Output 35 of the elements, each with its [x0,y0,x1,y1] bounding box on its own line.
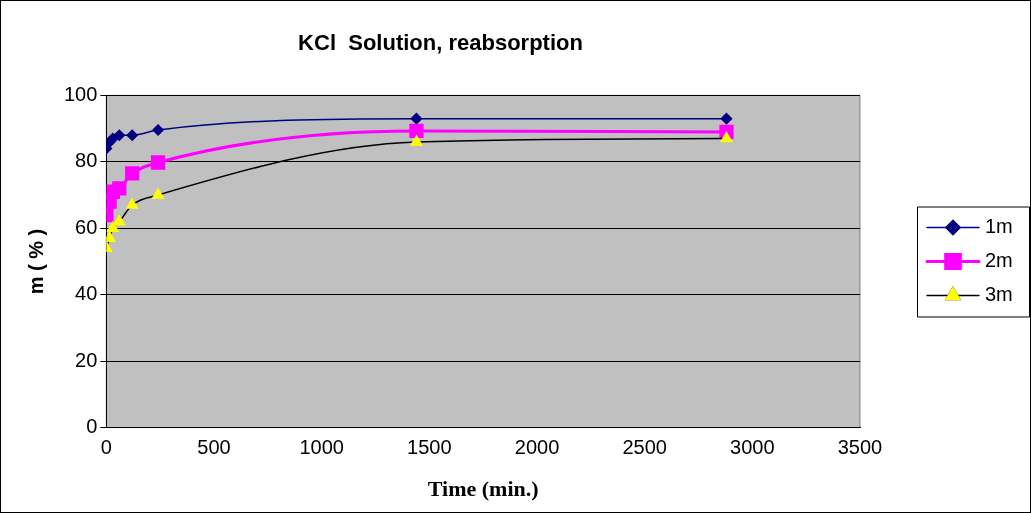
y-tick-label: 60 [75,215,98,238]
point [150,155,166,170]
y-axis-title: m ( % ) [24,228,47,295]
x-tick-label: 3000 [730,436,775,459]
point [106,221,119,233]
legend-label: 3m [985,283,1013,306]
x-tick-label: 500 [197,436,231,459]
chart-title: KCl Solution, reabsorption [298,30,583,56]
point [152,188,164,199]
x-tick-label: 1000 [299,436,344,459]
point [720,112,733,125]
point [410,135,423,146]
x-tick-label: 3500 [837,436,883,459]
x-axis-title: Time (min.) [427,476,539,502]
x-tick-label: 2500 [622,436,667,459]
point [409,123,424,139]
y-tick-label: 20 [75,348,98,371]
legend-label: 2m [985,249,1013,272]
y-tick-label: 0 [86,415,98,438]
x-tick-label: 1500 [407,436,452,459]
point [113,129,126,142]
y-tick-label: 80 [75,149,98,172]
point [125,166,140,181]
x-tick-label: 2000 [514,436,560,459]
y-tick-label: 40 [75,282,98,305]
y-tick-label: 100 [63,82,98,105]
point [410,112,423,125]
point [113,214,126,226]
x-tick-label: 0 [100,436,112,459]
point [112,181,127,196]
legend-label: 1m [985,215,1013,238]
point [126,129,138,142]
point [720,131,733,143]
point [152,124,164,136]
point [126,198,139,209]
